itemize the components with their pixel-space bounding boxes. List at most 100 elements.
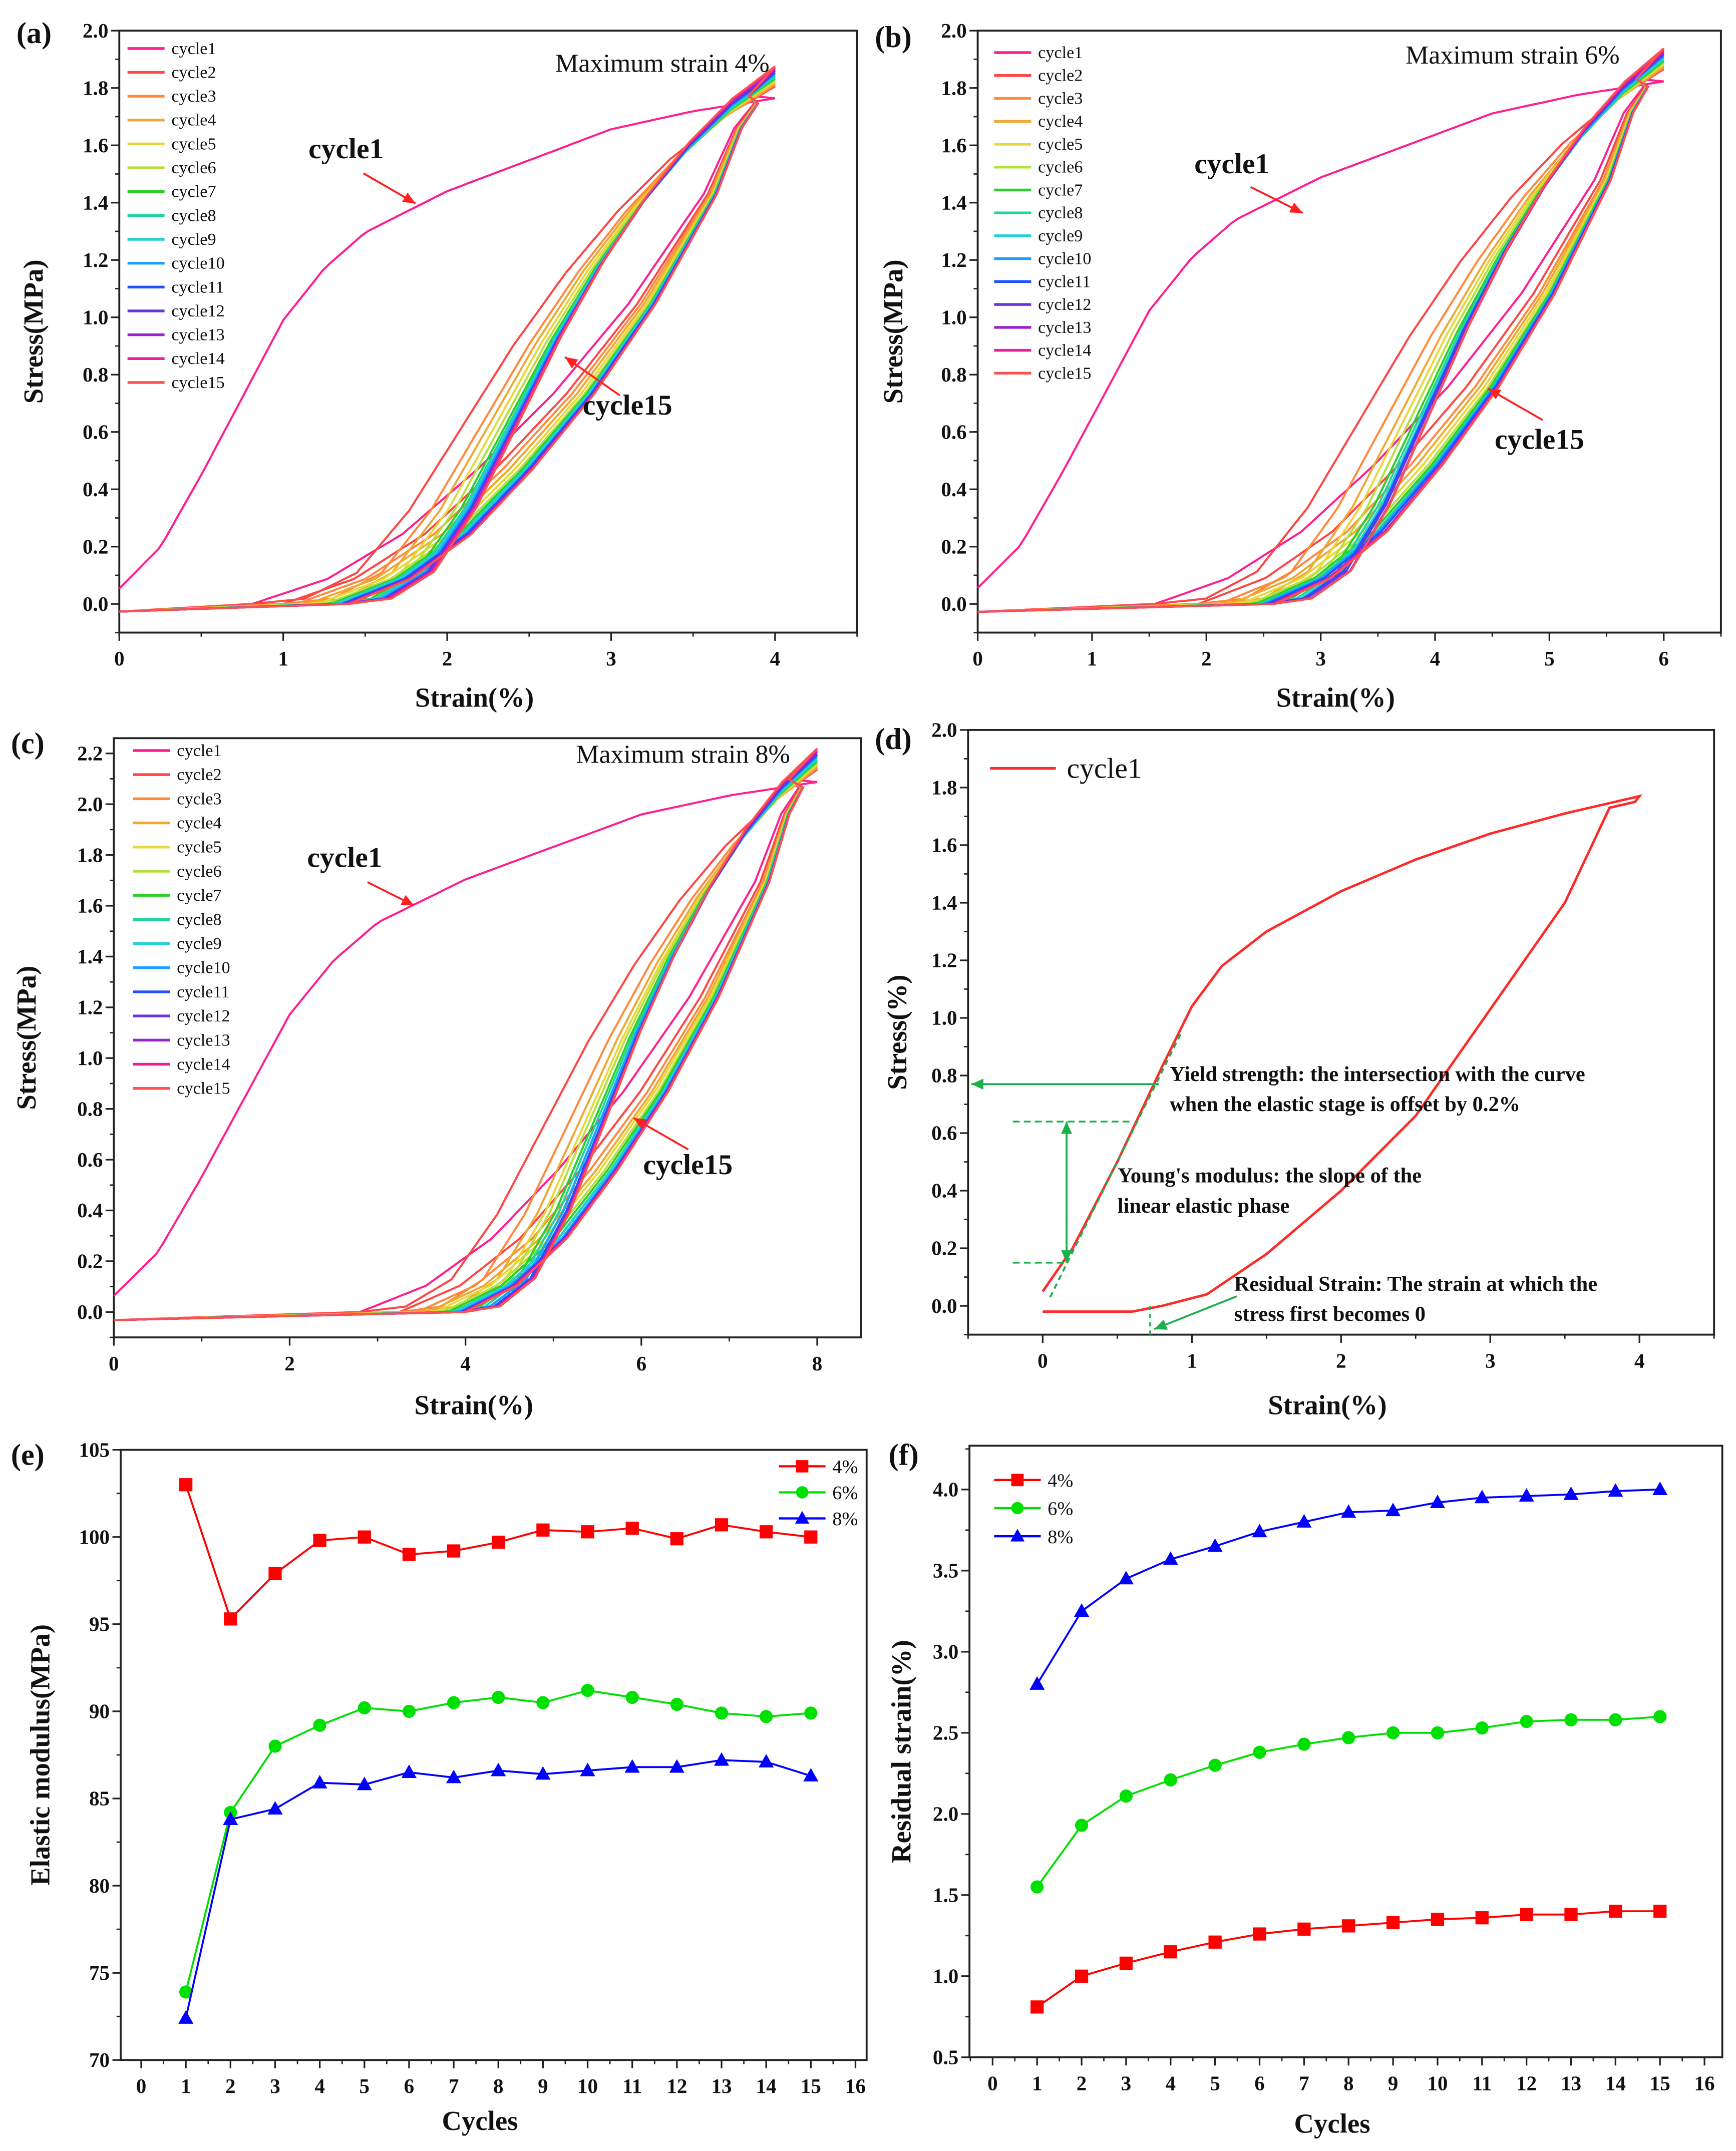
square-marker (402, 1548, 416, 1561)
circle-marker (581, 1683, 594, 1697)
legend-label: cycle9 (171, 230, 216, 249)
plot-frame (968, 1445, 1723, 2058)
y-tick-label: 1.8 (941, 76, 966, 99)
y-tick-label: 0.5 (933, 2045, 958, 2068)
x-tick-label: 13 (1561, 2072, 1581, 2095)
x-tick-label: 14 (1605, 2072, 1626, 2095)
circle-marker (313, 1718, 326, 1732)
y-tick-label: 105 (79, 1438, 110, 1461)
legend-label: cycle15 (1038, 364, 1091, 383)
legend-label: 8% (1048, 1527, 1073, 1548)
triangle-marker (1296, 1514, 1312, 1528)
legend-label: cycle7 (1038, 180, 1083, 199)
plot-frame (118, 30, 858, 634)
legend-label: cycle13 (171, 325, 224, 344)
y-tick-label: 0.4 (941, 478, 966, 501)
legend-label: cycle13 (177, 1030, 230, 1049)
square-marker (796, 1460, 809, 1473)
legend-label: cycle13 (1038, 318, 1091, 337)
series-4% (1030, 1905, 1667, 2014)
series-6% (1030, 1710, 1667, 1894)
series-line (185, 1689, 811, 1992)
square-marker (536, 1523, 550, 1537)
panel-f: (f)0 1 2 3 4 5 6 7 8 9 10 11 12 13 14 15 160.51.01.52.02… (886, 1439, 1723, 2138)
yield-note: Yield strength: the intersection with th… (1170, 1062, 1585, 1086)
cycle1-arrow-head (1289, 202, 1303, 213)
triangle-marker (1074, 1603, 1090, 1617)
circle-marker (760, 1710, 773, 1723)
legend-label: cycle1 (177, 741, 221, 760)
triangle-marker (1163, 1551, 1178, 1565)
square-marker (179, 1478, 193, 1492)
circle-marker (1208, 1758, 1222, 1772)
square-marker (224, 1612, 237, 1626)
y-tick-label: 0.6 (931, 1122, 957, 1145)
cycle15-annotation: cycle15 (1495, 424, 1584, 455)
x-tick-label: 4 (770, 647, 781, 670)
y-tick-label: 1.6 (931, 834, 957, 857)
y-tick-label: 1.0 (941, 305, 966, 328)
y-tick-label: 0.8 (931, 1064, 957, 1087)
legend-label: cycle12 (1038, 295, 1091, 314)
series-line (185, 1484, 811, 1621)
y-tick-label: 2.0 (941, 19, 966, 42)
circle-marker (1520, 1715, 1533, 1728)
legend-label: cycle4 (171, 111, 216, 130)
square-marker (715, 1518, 729, 1532)
x-tick-label: 6 (404, 2074, 415, 2097)
triangle-marker (795, 1511, 810, 1524)
y-tick-label: 1.2 (931, 949, 957, 972)
legend-label: cycle10 (177, 958, 230, 977)
triangle-marker (1385, 1503, 1401, 1517)
x-tick-label: 15 (1650, 2072, 1670, 2095)
x-tick-label: 1 (1032, 2072, 1043, 2095)
y-tick-label: 0.6 (77, 1148, 103, 1171)
square-marker (1075, 1969, 1089, 1983)
legend-label: cycle11 (171, 277, 224, 296)
curve-cycle1 (113, 778, 818, 1321)
x-tick-label: 1 (181, 2074, 191, 2097)
square-marker (1011, 1474, 1024, 1487)
y-tick-label: 0.0 (77, 1300, 103, 1323)
panel-b: (b) 0 1 2 3 4 5 6 0.0 0.2 0.4 0.6 0.8 1.0 1.2 1.4 1.6 1.8… (875, 19, 1722, 712)
legend-label: cycle8 (1038, 203, 1083, 222)
curve-cycle15 (119, 65, 776, 613)
curve-cycle1 (1041, 794, 1643, 1313)
y-tick-label: 1.8 (77, 843, 103, 866)
triangle-marker (1519, 1488, 1534, 1502)
circle-marker (1011, 1502, 1024, 1515)
cycle15-arrow-head (565, 357, 578, 369)
circle-marker (1253, 1745, 1266, 1759)
y-tick-label: 2.0 (77, 793, 103, 816)
y-tick-label: 1.8 (83, 76, 108, 99)
square-marker (1030, 2000, 1044, 2014)
cycle1-annotation: cycle1 (308, 133, 384, 165)
max-strain-label: Maximum strain 6% (1406, 41, 1620, 70)
x-tick-label: 6 (636, 1352, 647, 1375)
x-tick-label: 4 (1634, 1349, 1645, 1372)
series-line (185, 1759, 811, 2019)
circle-marker (715, 1706, 729, 1720)
x-tick-label: 16 (845, 2074, 866, 2097)
x-axis-title: Cycles (1294, 2108, 1370, 2138)
panel-d: (d) 0 1 2 3 4 0.0 0.2 0.4 0.6 0.8 1.0 1.2 1.4 1.6 1.8 2.… (875, 719, 1715, 1420)
y-tick-label: 0.0 (941, 592, 966, 615)
panel-label: (a) (17, 17, 52, 50)
y-tick-label: 85 (89, 1787, 110, 1810)
legend-label: cycle3 (171, 87, 216, 106)
legend-label: cycle9 (1038, 226, 1083, 245)
legend-label: cycle1 (1038, 43, 1083, 62)
legend-label: cycle5 (1038, 135, 1083, 154)
x-tick-label: 6 (1254, 2072, 1265, 2095)
legend-label: 4% (832, 1457, 858, 1478)
y-tick-label: 0.2 (941, 535, 966, 558)
x-tick-label: 6 (1658, 647, 1669, 670)
legend-label: 4% (1048, 1471, 1073, 1492)
legend-label: cycle9 (177, 934, 221, 953)
cycle1-arrow-head (401, 895, 415, 906)
y-axis-title: Stress(MPa) (878, 259, 908, 404)
legend-label: cycle3 (177, 789, 221, 808)
max-strain-label: Maximum strain 4% (555, 49, 770, 78)
plot-frame (967, 729, 1715, 1336)
x-tick-label: 2 (284, 1352, 295, 1375)
